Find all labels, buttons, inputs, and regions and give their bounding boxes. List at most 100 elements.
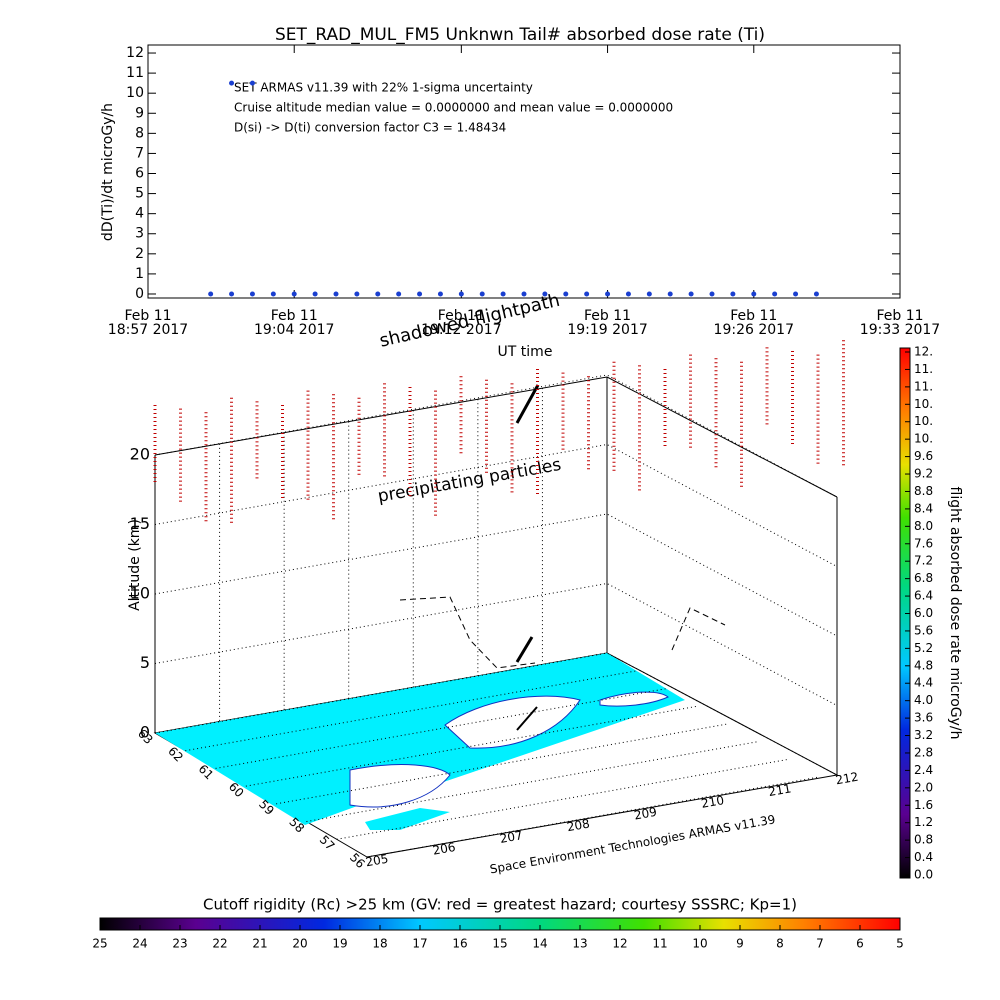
y-tick — [215, 687, 668, 769]
point — [333, 291, 339, 297]
colorbar-tick-label: 16 — [452, 937, 467, 951]
shadow-path — [399, 596, 536, 669]
colorbar-tick-label: 2.0 — [914, 780, 933, 794]
colorbar-tick-label: 7.2 — [914, 554, 933, 568]
point — [709, 291, 715, 297]
point — [312, 291, 318, 297]
x-tick-label: Feb 11 — [271, 308, 318, 324]
x-tick-label: 19:19 2017 — [567, 322, 647, 338]
colorbar-tick-label: 23 — [172, 937, 187, 951]
colorbar-tick-label: 4.4 — [914, 676, 933, 690]
colorbar-tick-label: 5.6 — [914, 623, 933, 637]
y-tick-label: 10 — [126, 85, 144, 101]
point — [396, 291, 402, 297]
y-tick-label: 4 — [135, 206, 144, 222]
annotation: precipitating particles — [376, 455, 563, 507]
y-tick-label: 2 — [135, 246, 144, 262]
point — [249, 291, 255, 297]
annotation: D(si) -> D(ti) conversion factor C3 = 1.… — [234, 121, 506, 135]
z-axis-label: Altitude (km) — [127, 519, 143, 611]
x-tick-label: Feb 11 — [584, 308, 631, 324]
colorbar-label: Cutoff rigidity (Rc) >25 km (GV: red = g… — [203, 896, 797, 914]
point — [625, 291, 631, 297]
y-tick-label: 11 — [126, 65, 144, 81]
point — [584, 291, 590, 297]
y-tick-label: 3 — [135, 226, 144, 242]
colorbar-tick-label: 15 — [492, 937, 507, 951]
colorbar-tick-label: 17 — [412, 937, 427, 951]
colorbar-tick-label: 13 — [572, 937, 587, 951]
y-tick — [306, 741, 759, 823]
x-tick-label: 19:12 2017 — [421, 322, 501, 338]
point — [208, 291, 214, 297]
colorbar-tick-label: 11. — [914, 362, 933, 376]
colorbar-tick-label: 0.0 — [914, 868, 933, 882]
x-tick-label: 18:57 2017 — [108, 322, 188, 338]
colorbar-tick-label: 10. — [914, 432, 933, 446]
z-tick-label: 15 — [130, 514, 150, 533]
x-tick-label: Feb 11 — [876, 308, 923, 324]
colorbar-tick-label: 0.8 — [914, 833, 933, 847]
y-tick — [336, 758, 789, 840]
y-tick-label: 63 — [135, 726, 156, 747]
point — [229, 291, 235, 297]
y-tick — [185, 670, 638, 752]
z-tick-label: 0 — [140, 723, 150, 742]
colorbar-tick-label: 12. — [914, 345, 933, 359]
point — [751, 291, 757, 297]
colorbar-tick-label: 1.2 — [914, 815, 933, 829]
point — [417, 291, 423, 297]
y-tick-label: 12 — [126, 45, 144, 61]
point — [249, 80, 255, 86]
colorbar-tick-label: 4.8 — [914, 658, 933, 672]
point — [229, 80, 235, 86]
colorbar-tick-label: 11 — [652, 937, 667, 951]
z-tick-label: 20 — [130, 445, 150, 464]
x-tick-label: Feb 11 — [124, 308, 171, 324]
y-tick-label: 8 — [135, 125, 144, 141]
colorbar-tick-label: 6.8 — [914, 571, 933, 585]
colorbar-tick-label: 5 — [896, 937, 904, 951]
x-tick-label: 19:26 2017 — [714, 322, 794, 338]
colorbar-tick-label: 6.4 — [914, 589, 933, 603]
colorbar-tick-label: 1.6 — [914, 798, 933, 812]
point — [479, 291, 485, 297]
colorbar-tick-label: 9 — [736, 937, 744, 951]
x-tick-label: 209 — [633, 805, 658, 823]
shadow-path — [671, 607, 726, 651]
point — [291, 291, 297, 297]
colorbar-tick-label: 12 — [612, 937, 627, 951]
grid-line — [154, 652, 838, 776]
y-tick-label: 6 — [135, 166, 144, 182]
colorbar-tick-label: 10 — [692, 937, 707, 951]
colorbar-tick-label: 10. — [914, 414, 933, 428]
x-tick-label: 19:33 2017 — [860, 322, 940, 338]
colorbar-tick-label: 14 — [532, 937, 547, 951]
point — [542, 291, 548, 297]
y-tick — [366, 776, 820, 858]
colorbar-label: flight absorbed dose rate microGy/h — [947, 487, 963, 740]
colorbar-tick-label: 6.0 — [914, 606, 933, 620]
point — [500, 291, 506, 297]
z-tick-label: 5 — [140, 653, 150, 672]
y-tick-label: 0 — [135, 286, 144, 302]
grid-line — [154, 443, 838, 567]
colorbar-tick-label: 4.0 — [914, 693, 933, 707]
x-tick-label: 211 — [767, 781, 792, 799]
point — [521, 291, 527, 297]
chart-title: SET_RAD_MUL_FM5 Unknwn Tail# absorbed do… — [275, 25, 765, 45]
colorbar-tick-label: 9.6 — [914, 449, 933, 463]
colorbar-tick-label: 11. — [914, 379, 933, 393]
colorbar-tick-label: 24 — [132, 937, 147, 951]
point — [354, 291, 360, 297]
grid-line — [154, 374, 838, 498]
point — [605, 291, 611, 297]
x-tick-label: Feb 11 — [730, 308, 777, 324]
plot-frame — [147, 44, 901, 299]
point — [813, 291, 819, 297]
colorbar-tick-label: 3.6 — [914, 711, 933, 725]
colorbar-tick-label: 8.4 — [914, 501, 933, 515]
x-tick-label: 208 — [566, 816, 591, 834]
colorbar-tick-label: 2.4 — [914, 763, 933, 777]
